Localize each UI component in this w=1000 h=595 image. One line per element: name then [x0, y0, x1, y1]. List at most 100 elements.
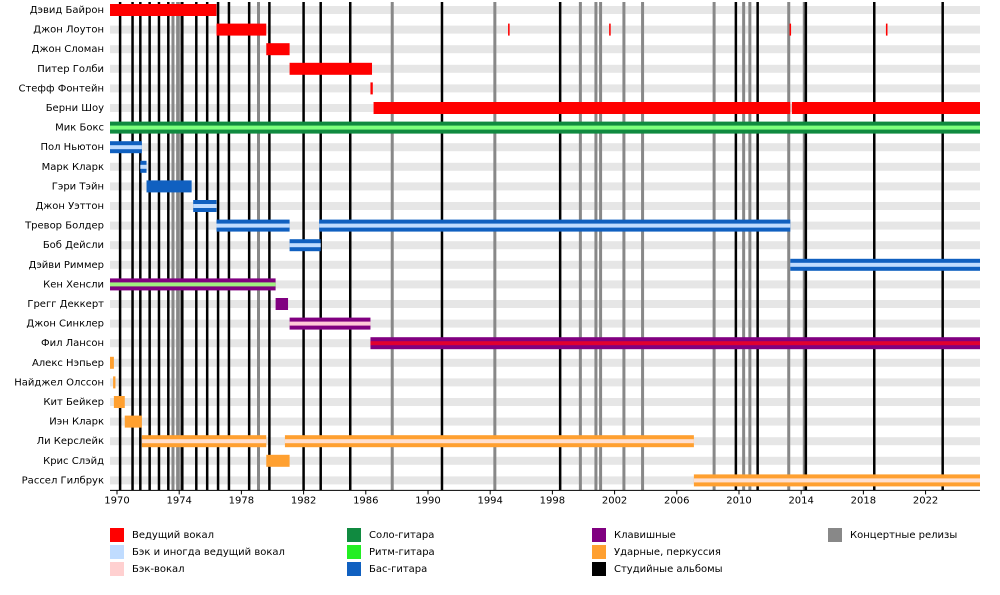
- member-bar: [113, 376, 116, 389]
- x-tick-label: 1998: [540, 495, 565, 506]
- member-label: Стефф Фонтейн: [18, 83, 104, 94]
- legend-label: Бас-гитара: [369, 564, 427, 575]
- member-bar: [110, 4, 217, 16]
- legend-swatch: [347, 528, 361, 542]
- legend-swatch: [110, 562, 124, 576]
- legend-swatch: [110, 545, 124, 559]
- legend-label: Ритм-гитара: [369, 547, 435, 558]
- x-tick-label: 2022: [913, 495, 938, 506]
- row-band: [110, 64, 980, 73]
- x-tick-label: 1974: [166, 495, 191, 506]
- row-band: [110, 358, 980, 367]
- row-band: [110, 417, 980, 426]
- member-label: Найджел Олссон: [14, 377, 104, 388]
- legend-swatch: [347, 545, 361, 559]
- member-label: Питер Голби: [37, 64, 104, 75]
- member-bar-stripe: [693, 478, 980, 483]
- row-band: [110, 280, 980, 289]
- member-bar: [266, 43, 290, 56]
- row-band: [110, 45, 980, 54]
- legend-label: Клавишные: [614, 530, 676, 541]
- member-label: Марк Кларк: [42, 162, 104, 173]
- member-bar-stripe: [216, 223, 290, 228]
- member-label: Джон Сломан: [32, 44, 104, 55]
- member-bar: [791, 102, 980, 114]
- row-band: [110, 260, 980, 269]
- x-tick-label: 2018: [851, 495, 876, 506]
- member-label: Дэйви Риммер: [29, 260, 105, 271]
- legend-swatch: [347, 562, 361, 576]
- x-tick-label: 1994: [477, 495, 502, 506]
- row-band: [110, 378, 980, 387]
- member-bar-stripe: [193, 204, 217, 208]
- row-band: [110, 25, 980, 34]
- x-tick-label: 2010: [726, 495, 751, 506]
- member-bar-stripe: [284, 439, 694, 444]
- row-band: [110, 476, 980, 485]
- member-label: Кит Бейкер: [43, 397, 104, 408]
- member-label: Фил Лансон: [41, 338, 104, 349]
- member-bar-stripe: [110, 282, 276, 287]
- legend-label: Концертные релизы: [850, 530, 957, 541]
- x-tick-label: 2002: [602, 495, 627, 506]
- member-bar: [216, 23, 267, 36]
- row-band: [110, 319, 980, 328]
- member-label: Джон Уэттон: [35, 201, 104, 212]
- x-tick-label: 1990: [415, 495, 440, 506]
- legend-label: Соло-гитара: [369, 530, 434, 541]
- x-tick-label: 1978: [229, 495, 254, 506]
- member-bar: [370, 82, 373, 95]
- legend-swatch: [592, 545, 606, 559]
- member-bar: [124, 415, 142, 428]
- member-label: Джон Синклер: [26, 319, 104, 330]
- legend-swatch: [592, 562, 606, 576]
- member-bar-stripe: [370, 341, 980, 346]
- row-band: [110, 182, 980, 191]
- member-label: Мик Бокс: [55, 123, 104, 134]
- member-label: Рассел Гилбрук: [22, 475, 104, 486]
- member-bar: [275, 298, 289, 310]
- row-band: [110, 300, 980, 308]
- member-label: Грегг Деккерт: [27, 299, 104, 310]
- member-label: Пол Ньютон: [40, 142, 104, 153]
- row-band: [110, 202, 980, 210]
- member-bar: [373, 102, 791, 114]
- legend-label: Студийные альбомы: [614, 564, 723, 575]
- member-label: Дэвид Байрон: [30, 5, 104, 16]
- member-bar-stripe: [790, 262, 980, 267]
- member-label: Алекс Нэпьер: [32, 358, 104, 369]
- member-label: Берни Шоу: [46, 103, 104, 114]
- row-band: [110, 84, 980, 93]
- member-bar: [146, 180, 192, 193]
- legend-label: Бэк-вокал: [132, 564, 185, 575]
- legend-label: Ударные, перкуссия: [614, 547, 721, 558]
- x-tick-label: 2014: [788, 495, 813, 506]
- member-label: Ли Керслейк: [37, 436, 104, 447]
- member-bar-stripe: [141, 439, 267, 444]
- x-tick-label: 1986: [353, 495, 378, 506]
- legend-label: Бэк и иногда ведущий вокал: [132, 547, 285, 558]
- row-band: [110, 398, 980, 406]
- member-bar-stripe: [110, 145, 142, 150]
- member-bar: [789, 23, 792, 36]
- legend-swatch: [592, 528, 606, 542]
- member-label: Кен Хенсли: [43, 279, 104, 290]
- member-bar-stripe: [140, 164, 147, 169]
- x-tick-label: 2006: [664, 495, 689, 506]
- member-label: Гэри Тэйн: [52, 181, 104, 192]
- member-bar-stripe: [319, 223, 791, 228]
- member-bar: [609, 23, 611, 36]
- member-bar: [508, 23, 510, 36]
- row-band: [110, 162, 980, 171]
- x-tick-label: 1982: [291, 495, 316, 506]
- member-bar: [110, 356, 114, 369]
- member-label: Джон Лоутон: [33, 25, 104, 36]
- member-label: Иэн Кларк: [49, 417, 104, 428]
- row-band: [110, 6, 980, 14]
- member-bar: [289, 62, 373, 75]
- legend-swatch: [110, 528, 124, 542]
- member-label: Тревор Болдер: [24, 221, 104, 232]
- legend-label: Ведущий вокал: [132, 530, 214, 541]
- x-tick-label: 1970: [104, 495, 129, 506]
